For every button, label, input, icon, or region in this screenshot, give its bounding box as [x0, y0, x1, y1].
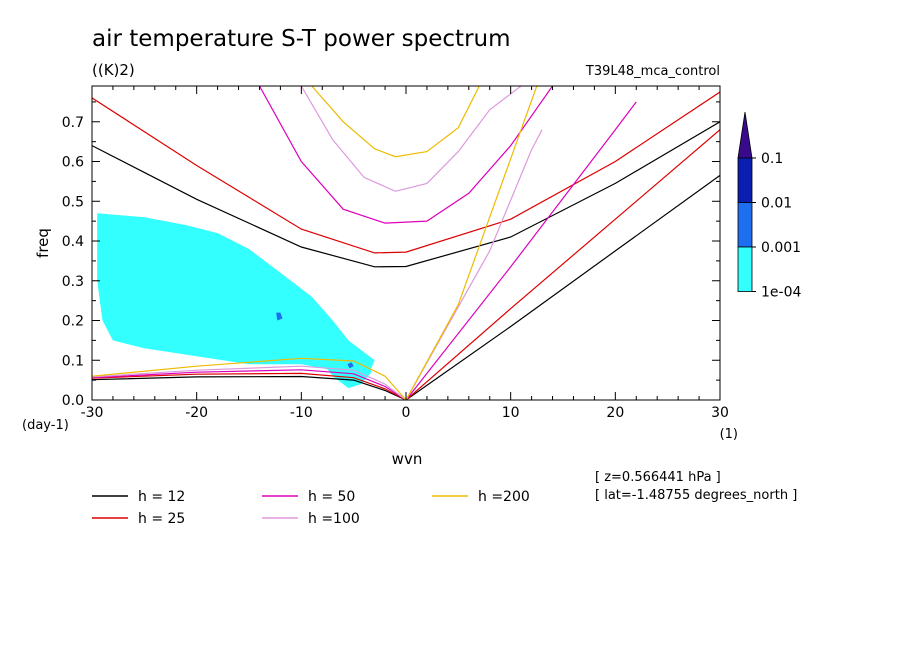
legend-label: h = 12	[138, 489, 185, 505]
info-z: [ z=0.566441 hPa ]	[595, 470, 721, 485]
x-axis-label: wvn	[392, 450, 423, 468]
power-region-2	[276, 312, 283, 321]
legend-label: h =100	[308, 511, 360, 527]
chart-title: air temperature S-T power spectrum	[92, 26, 511, 52]
colorbar-label: 0.01	[761, 196, 792, 212]
x-tick-label: 0	[402, 405, 411, 421]
curve-h200-rossby	[92, 357, 407, 400]
curve-h50-kelvin	[405, 101, 637, 400]
legend-label: h = 25	[138, 511, 185, 527]
colorbar-label: 0.1	[761, 151, 783, 167]
curve-h12-gravity	[92, 121, 720, 268]
x-tick-label: -20	[185, 405, 208, 421]
curve-h100-kelvin	[405, 129, 543, 400]
colorbar-swatch	[737, 246, 753, 292]
power-contours	[97, 213, 375, 389]
units-label: ((K)2)	[92, 61, 135, 79]
curve-h25-gravity	[92, 91, 720, 254]
curve-h12-kelvin	[405, 174, 720, 400]
colorbar-cap	[737, 111, 753, 159]
curve-h50-gravity	[258, 86, 553, 224]
y-tick-label: 0.3	[62, 274, 84, 290]
curve-h200-gravity	[311, 86, 480, 158]
y-tick-label: 0.4	[62, 234, 84, 250]
y-tick-label: 0.5	[62, 194, 84, 210]
curve-h100-gravity	[300, 86, 522, 192]
x-tick-label: 30	[711, 405, 729, 421]
curve-h50-rossby	[92, 369, 407, 400]
curve-h25-kelvin	[405, 129, 720, 400]
curve-h200-kelvin	[405, 86, 538, 400]
y-tick-label: 0.1	[62, 353, 84, 369]
y-tick-label: 0.6	[62, 155, 84, 171]
power-region-0	[97, 213, 375, 373]
curve-h25-rossby	[92, 372, 407, 400]
x-tick-label: -10	[290, 405, 313, 421]
x-unit-label: (1)	[720, 427, 738, 442]
power-region-1	[311, 344, 372, 389]
y-tick-label: 0.7	[62, 115, 84, 131]
power-region-3	[347, 362, 354, 369]
colorbar-swatch	[737, 157, 753, 203]
colorbar-label: 1e-04	[761, 285, 801, 301]
dispersion-curves	[92, 86, 720, 400]
y-tick-label: 0.0	[62, 393, 84, 409]
legend-label: h = 50	[308, 489, 355, 505]
y-unit-label: (day-1)	[22, 418, 69, 433]
info-lat: [ lat=-1.48755 degrees_north ]	[595, 488, 797, 503]
colorbar-label: 0.001	[761, 240, 801, 256]
y-tick-label: 0.2	[62, 314, 84, 330]
dataset-label: T39L48_mca_control	[585, 64, 720, 79]
curve-h12-rossby	[92, 375, 407, 400]
x-tick-label: -30	[81, 405, 104, 421]
axis-ticks: -30 -20 -10 0 10 20 30 0.0 0.1 0.2 0.3 0.4 0.5 0.6 0.7	[62, 86, 729, 421]
colorbar-swatch	[737, 202, 753, 248]
legend-label: h =200	[478, 489, 530, 505]
legend: h = 12 h = 25 h = 50 h =100 h =200	[92, 489, 530, 527]
y-axis-label: freq	[34, 228, 52, 258]
x-tick-label: 10	[502, 405, 520, 421]
curve-h100-rossby	[92, 365, 407, 400]
colorbar: 0.1 0.01 0.001 1e-04	[737, 111, 801, 301]
x-tick-label: 20	[606, 405, 624, 421]
